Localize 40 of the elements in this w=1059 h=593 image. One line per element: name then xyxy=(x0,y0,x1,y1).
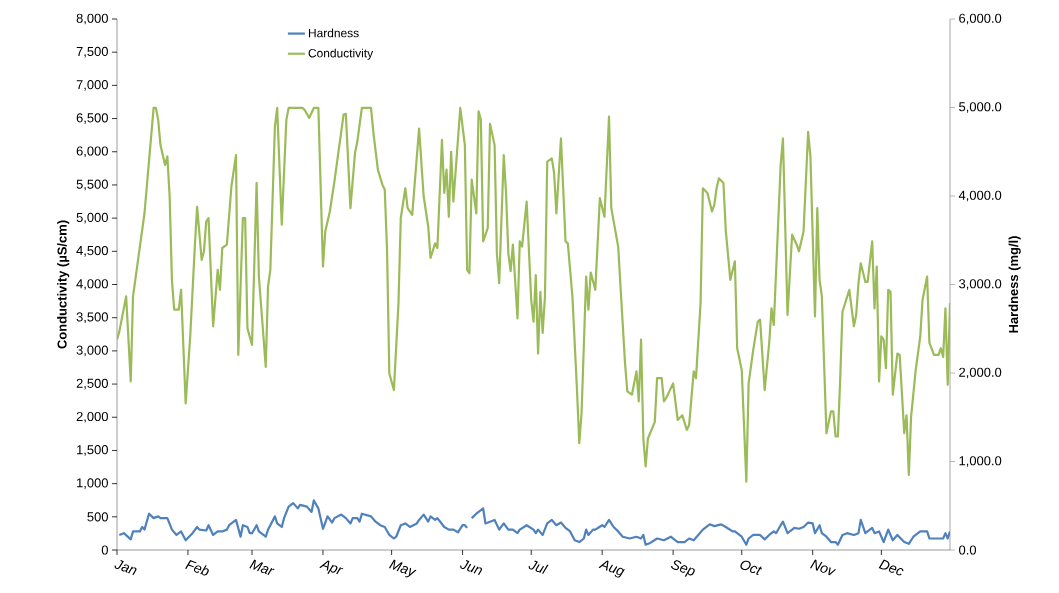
x-tick-label: Jan xyxy=(114,560,137,575)
y2-tick-label: 3,000.0 xyxy=(959,279,1002,290)
y-tick-label: 1,500 xyxy=(77,445,108,456)
y-tick-label: 6,500 xyxy=(76,113,108,124)
y-tick-label: 5,000 xyxy=(76,212,108,224)
legend-label: Conductivity xyxy=(308,48,374,60)
y2-axis-title: Hardness (mg/l) xyxy=(1008,236,1021,333)
x-tick-label: Aug xyxy=(598,560,625,578)
x-tick-label: Sep xyxy=(671,560,695,577)
y-tick-label: 500 xyxy=(87,512,108,522)
y-tick-label: 4,000 xyxy=(76,279,108,290)
x-tick-label: Dec xyxy=(878,559,904,576)
x-tick-label: Apr xyxy=(319,560,344,575)
y-tick-label: 6,000 xyxy=(76,146,108,158)
y2-tick-label: 6,000.0 xyxy=(959,13,1002,25)
y2-tick-label: 4,000.0 xyxy=(958,190,1002,202)
y-tick-label: 3,500 xyxy=(76,312,108,324)
x-tick-label: May xyxy=(388,559,417,578)
y-tick-label: 5,500 xyxy=(76,179,108,191)
x-tick-label: Feb xyxy=(185,560,209,576)
y-tick-label: 3,000 xyxy=(76,345,108,357)
y-axis-title: Conductivity (µS/cm) xyxy=(57,220,70,349)
y-tick-label: 7,500 xyxy=(76,46,108,58)
x-tick-label: Oct xyxy=(740,560,763,576)
legend-label: Hardness xyxy=(308,28,359,38)
x-tick-label: Jul xyxy=(528,560,549,574)
y-tick-label: 4,500 xyxy=(76,245,108,257)
y-tick-label: 0 xyxy=(101,545,108,555)
y-tick-label: 1,000 xyxy=(77,478,108,489)
y2-tick-label: 5,000.0 xyxy=(959,102,1002,113)
y-tick-label: 2,500 xyxy=(76,378,108,390)
y-tick-label: 2,000 xyxy=(76,411,108,423)
y2-tick-label: 0.0 xyxy=(959,545,977,555)
x-tick-label: Mar xyxy=(249,559,275,575)
y-tick-label: 7,000 xyxy=(76,80,108,91)
y2-tick-label: 2,000.0 xyxy=(959,367,1002,379)
y-tick-label: 8,000 xyxy=(76,13,108,25)
x-tick-label: Nov xyxy=(810,559,837,576)
y2-tick-label: 1,000.0 xyxy=(959,456,1002,467)
x-tick-label: Jun xyxy=(460,560,483,575)
